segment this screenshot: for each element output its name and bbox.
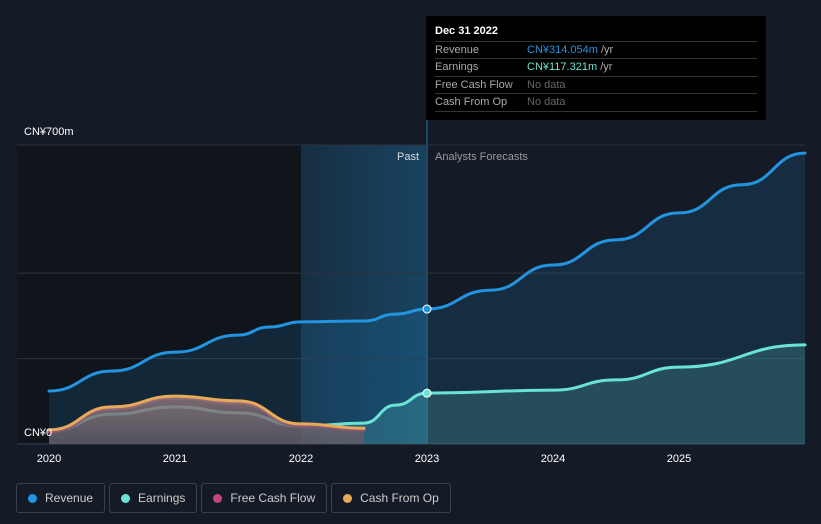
past-shade-region xyxy=(17,145,301,444)
earnings-dot-icon xyxy=(121,493,131,503)
tooltip-label: Earnings xyxy=(435,61,479,73)
past-label: Past xyxy=(397,151,419,163)
forecast-label: Analysts Forecasts xyxy=(435,151,528,163)
x-tick-label: 2020 xyxy=(37,453,61,465)
x-tick-label: 2023 xyxy=(415,453,439,465)
cfo-dot-icon xyxy=(343,493,353,503)
past-highlight-region xyxy=(301,145,427,444)
tooltip-row-cfo: Cash From Op No data xyxy=(435,93,757,112)
tooltip-value: CN¥314.054m /yr xyxy=(527,44,614,56)
revenue-dot-icon xyxy=(28,493,37,503)
revenue-marker xyxy=(422,304,432,314)
tooltip-label: Revenue xyxy=(435,44,480,56)
x-tick-label: 2022 xyxy=(289,453,313,465)
legend-label: Earnings xyxy=(138,491,186,505)
tooltip-value: No data xyxy=(527,96,566,108)
legend-label: Free Cash Flow xyxy=(230,491,316,505)
tooltip-label: Free Cash Flow xyxy=(435,79,513,91)
tooltip-label: Cash From Op xyxy=(435,96,508,108)
legend-label: Revenue xyxy=(45,491,94,505)
x-tick-label: 2021 xyxy=(163,453,187,465)
x-tick-label: 2025 xyxy=(667,453,691,465)
tooltip-row-earnings: Earnings CN¥117.321m /yr xyxy=(435,58,757,76)
legend-cash-from-op[interactable]: Cash From Op xyxy=(331,483,451,513)
tooltip-row-revenue: Revenue CN¥314.054m /yr xyxy=(435,41,757,59)
tooltip-value: CN¥117.321m /yr xyxy=(527,61,613,73)
y-tick-label: CN¥700m xyxy=(24,126,74,138)
earnings-marker xyxy=(422,388,432,398)
legend-earnings[interactable]: Earnings xyxy=(109,483,198,513)
revenue-area xyxy=(49,153,805,444)
fcf-dot-icon xyxy=(213,493,223,503)
tooltip: Dec 31 2022 Revenue CN¥314.054m /yr Earni… xyxy=(426,16,766,120)
cash-from-op-line xyxy=(47,394,366,432)
cash-from-op-area xyxy=(49,396,364,444)
revenue-line xyxy=(47,151,807,393)
legend-revenue[interactable]: Revenue xyxy=(16,483,106,513)
legend: Revenue Earnings Free Cash Flow Cash Fro… xyxy=(16,483,451,513)
x-tick-label: 2024 xyxy=(541,453,565,465)
tooltip-value: No data xyxy=(527,79,566,91)
tooltip-date: Dec 31 2022 xyxy=(435,25,498,37)
y-tick-label: CN¥0 xyxy=(24,427,52,439)
legend-label: Cash From Op xyxy=(360,491,439,505)
tooltip-row-fcf: Free Cash Flow No data xyxy=(435,76,757,94)
legend-free-cash-flow[interactable]: Free Cash Flow xyxy=(201,483,328,513)
